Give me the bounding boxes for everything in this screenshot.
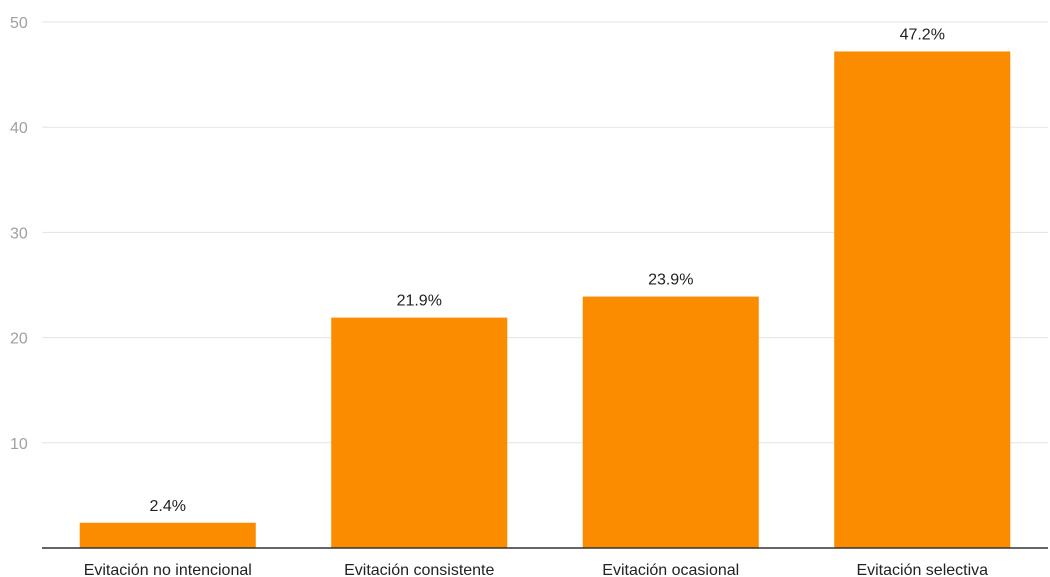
y-axis-ticks: 10 20 30 40 50 xyxy=(10,15,28,453)
bar xyxy=(79,522,256,548)
bar-value-label: 47.2% xyxy=(900,26,945,43)
bar xyxy=(331,317,508,548)
bar-value-label: 2.4% xyxy=(150,498,186,515)
y-tick-label: 10 xyxy=(10,436,28,453)
bar-value-label: 23.9% xyxy=(648,272,693,289)
x-axis-categories: Evitación no intencional Evitación consis… xyxy=(84,562,988,577)
data-labels: 2.4% 21.9% 23.9% 47.2% xyxy=(150,26,945,514)
y-tick-label: 40 xyxy=(10,120,28,137)
category-label: Evitación selectiva xyxy=(856,562,988,577)
bar-value-label: 21.9% xyxy=(397,293,442,310)
bar xyxy=(834,51,1011,549)
y-tick-label: 30 xyxy=(10,225,28,242)
category-label: Evitación no intencional xyxy=(84,562,252,577)
category-label: Evitación ocasional xyxy=(602,562,739,577)
bar xyxy=(582,296,759,548)
category-label: Evitación consistente xyxy=(344,562,494,577)
bars xyxy=(79,51,1011,549)
y-tick-label: 50 xyxy=(10,15,28,32)
y-tick-label: 20 xyxy=(10,331,28,348)
